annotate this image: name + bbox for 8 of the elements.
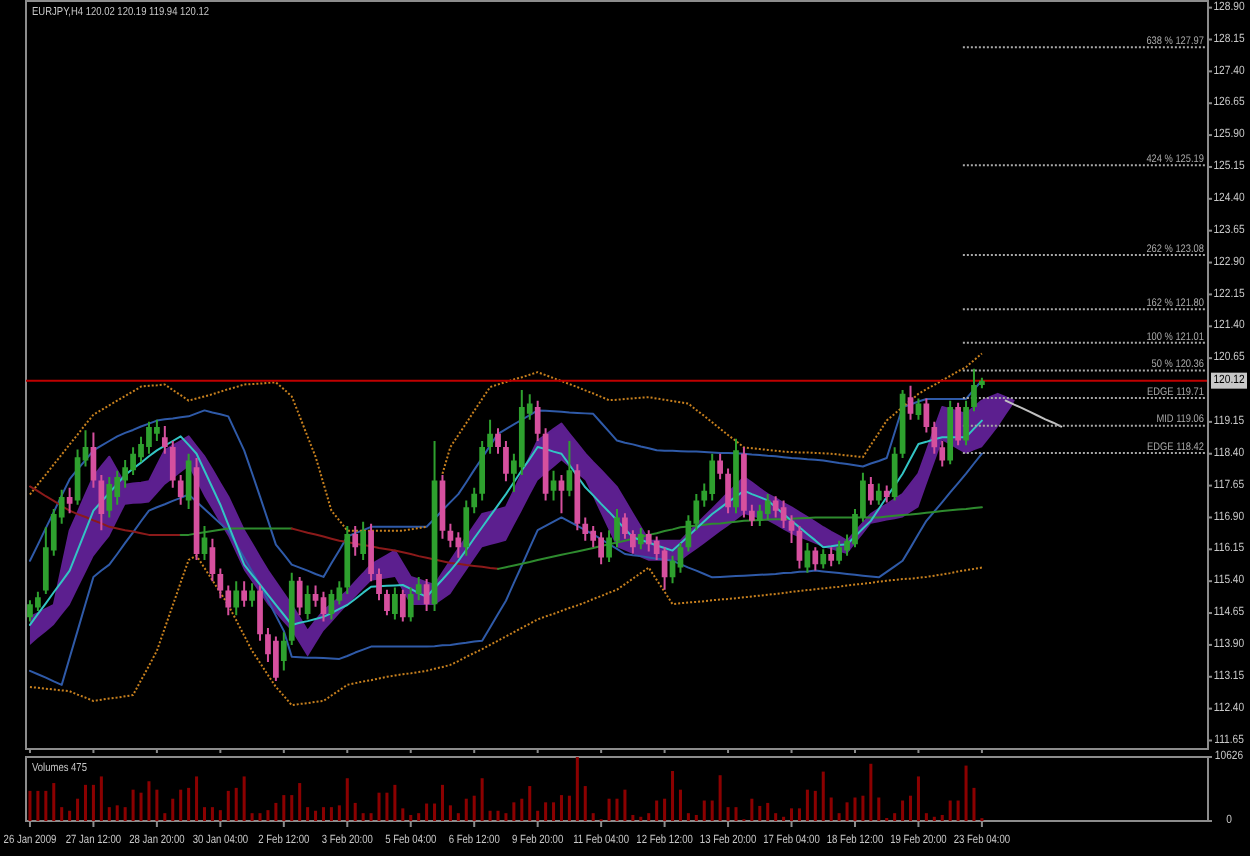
line-series xyxy=(28,419,983,626)
line-series xyxy=(28,554,983,707)
line-series xyxy=(290,527,500,570)
line-series xyxy=(28,452,983,686)
line-series xyxy=(28,379,983,578)
line-series xyxy=(1004,399,1063,428)
line-series xyxy=(497,506,983,570)
line-series xyxy=(28,485,182,536)
